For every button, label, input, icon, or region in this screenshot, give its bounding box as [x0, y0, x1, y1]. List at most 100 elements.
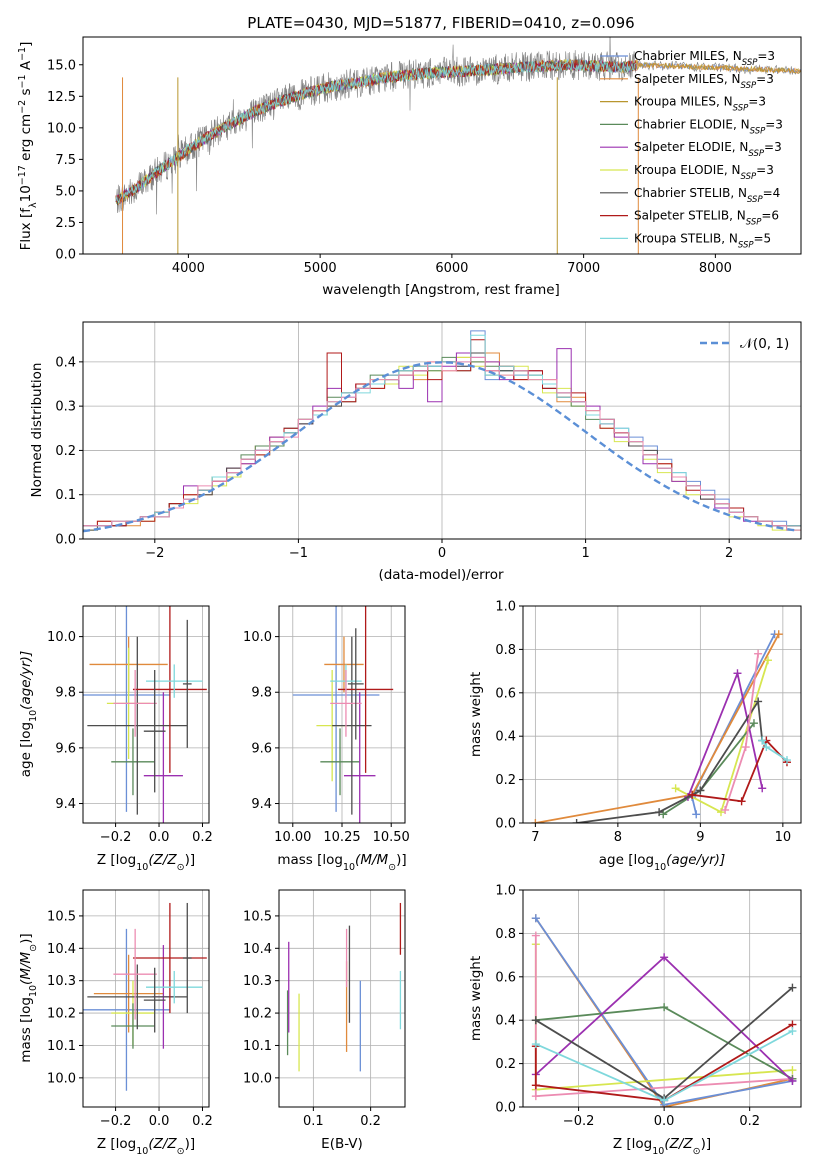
- y-tick-label: 5.0: [55, 184, 76, 199]
- y-tick-label: 0.4: [55, 355, 76, 370]
- x-axis-label-part: Z [log: [613, 1136, 652, 1152]
- y-tick-label: 0.4: [495, 730, 516, 745]
- x-tick-label: 0.0: [149, 830, 170, 845]
- x-axis-label-part: )]: [185, 852, 196, 868]
- legend-label: Kroupa STELIB, NSSP=5: [634, 231, 771, 250]
- weight-marker: [788, 983, 797, 992]
- errorbar-point: [93, 954, 164, 1033]
- legend-label-text: Chabrier STELIB, N: [634, 186, 747, 200]
- x-tick-label: 0.2: [360, 1114, 381, 1129]
- weight_vs_z-axes: −0.2 0.0 0.2 0.0 0.2 0.4 0.6 0.8 1.0 Z [log10(Z/Z…: [468, 884, 802, 1157]
- legend-label: Salpeter MILES, NSSP=3: [634, 72, 774, 91]
- x-tick-label: 1: [581, 546, 589, 561]
- y-axis-label-part: λ: [28, 202, 39, 208]
- y-tick-label: 0.8: [495, 927, 516, 942]
- weight-marker: [531, 819, 540, 823]
- y-axis-label: Flux [fλ10−17 erg cm−2 s−1 A−1]: [17, 42, 39, 251]
- y-tick-label: 0.2: [55, 444, 76, 459]
- y-tick-label: 1.0: [495, 884, 516, 899]
- y-tick-label: 9.6: [251, 741, 272, 756]
- weight-line: [534, 1023, 793, 1102]
- legend-item: Chabrier MILES, NSSP=3: [600, 49, 775, 68]
- x-tick-label: 9: [696, 830, 704, 845]
- weight-line: [535, 633, 780, 823]
- x-tick-label: 10: [775, 830, 792, 845]
- weight-line: [691, 738, 788, 803]
- y-tick-label: 10.3: [47, 974, 76, 989]
- x-tick-label: 7: [531, 830, 539, 845]
- y-axis-label-part: erg cm: [18, 114, 34, 165]
- axes-frame: [522, 889, 802, 1108]
- y-tick-label: 10.0: [47, 121, 76, 136]
- legend-label-text: Kroupa MILES, N: [634, 95, 733, 109]
- y-tick-label: 10.2: [47, 1007, 76, 1022]
- legend-item: Kroupa ELODIE, NSSP=3: [600, 163, 774, 182]
- legend-label: Kroupa MILES, NSSP=3: [634, 95, 766, 114]
- weight-marker: [764, 656, 773, 665]
- weight-marker: [788, 1027, 797, 1036]
- weight-marker: [788, 1066, 797, 1075]
- x-tick-label: 4000: [172, 261, 205, 276]
- legend-label-suffix: =3: [757, 49, 775, 63]
- histogram-step: [83, 356, 801, 539]
- y-axis-label-part: −1: [17, 74, 28, 88]
- y-axis-label-part: )]: [18, 933, 34, 944]
- errorbar-point: [132, 902, 207, 1014]
- legend-label-text: Kroupa STELIB, N: [634, 231, 738, 245]
- weight-marker: [754, 649, 763, 658]
- legend-item: Kroupa MILES, NSSP=3: [600, 95, 766, 114]
- y-tick-label: 0.0: [55, 533, 76, 548]
- weight-marker: [572, 819, 581, 823]
- x-axis-label: E(B-V): [321, 1136, 363, 1152]
- legend-label: Salpeter ELODIE, NSSP=3: [634, 140, 782, 159]
- y-tick-label: 10.0: [243, 630, 272, 645]
- weight-marker: [655, 808, 664, 817]
- x-axis-label-part: (Z/Z: [664, 1136, 693, 1152]
- legend-label-sub: SSP: [741, 172, 757, 182]
- weight-marker: [531, 1081, 540, 1090]
- x-tick-label: 8: [614, 830, 622, 845]
- y-tick-label: 9.6: [55, 741, 76, 756]
- legend-item: Kroupa STELIB, NSSP=5: [600, 231, 771, 250]
- y-axis-label: Normed distribution: [29, 363, 45, 498]
- y-axis-label-part: ]: [18, 42, 34, 47]
- weight-marker: [782, 756, 791, 765]
- errorbar-point: [87, 964, 188, 1030]
- y-axis-label-part: A: [18, 60, 34, 74]
- x-axis-label-part: mass [log: [277, 852, 343, 868]
- weight-marker: [671, 784, 680, 793]
- weight-marker: [688, 790, 697, 799]
- weight_vs_z-plot-area: [531, 914, 797, 1107]
- x-tick-label: 10.25: [323, 830, 360, 845]
- legend-label-text: Salpeter MILES, N: [634, 72, 741, 86]
- legend-item: Salpeter MILES, NSSP=3: [600, 72, 774, 91]
- y-tick-label: 9.8: [55, 686, 76, 701]
- weight-marker: [788, 1076, 797, 1085]
- y-axis-label-part: (M/M: [18, 951, 34, 984]
- x-axis-label-part: (Z/Z: [148, 852, 177, 868]
- y-axis-label-part: age [log: [18, 722, 34, 777]
- errorbar-point: [330, 669, 362, 737]
- legend-label-text: Kroupa ELODIE, N: [634, 163, 741, 177]
- legend-label: Salpeter STELIB, NSSP=6: [634, 209, 779, 228]
- x-axis-label-part: age [log: [599, 852, 654, 868]
- x-axis-label: Z [log10(Z/Z⊙)]: [97, 852, 195, 873]
- age_vs_mass-plot-area: [292, 606, 394, 823]
- y-axis-label-part: −17: [17, 165, 28, 185]
- errorbar-point: [143, 692, 183, 823]
- errorbar-point: [113, 669, 157, 737]
- weight-marker: [733, 669, 742, 678]
- y-tick-label: 10.5: [47, 909, 76, 924]
- weight-marker: [696, 786, 705, 795]
- x-tick-label: 0.2: [192, 1114, 213, 1129]
- x-axis-label-part: ⊙: [693, 1146, 701, 1157]
- legend-label-sub: SSP: [747, 195, 763, 205]
- errorbar-point: [338, 606, 394, 773]
- x-axis-label-part: 10: [652, 1146, 664, 1157]
- legend-label-sub: SSP: [738, 240, 754, 250]
- errorbar-point: [292, 606, 380, 812]
- x-axis-label-part: 10: [136, 1146, 148, 1157]
- weight-marker: [758, 736, 767, 745]
- errorbar-point: [146, 664, 203, 698]
